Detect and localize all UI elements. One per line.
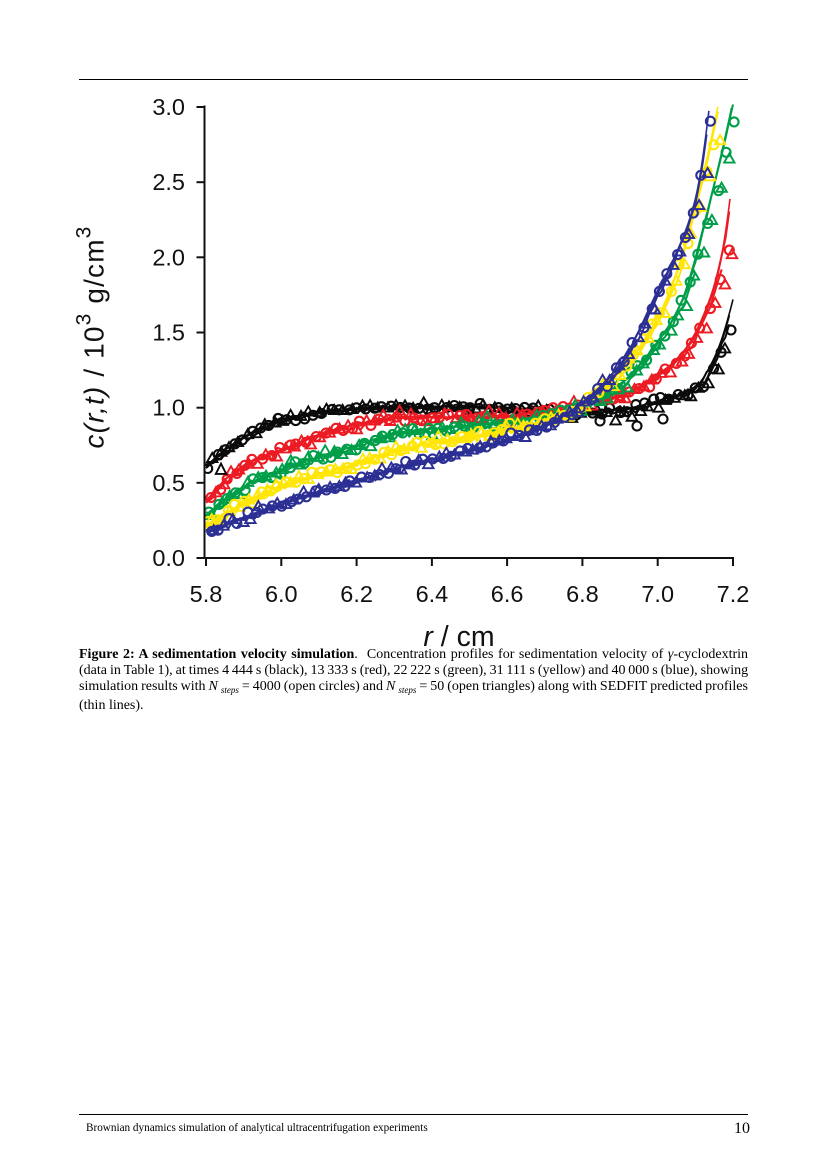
svg-text:0.0: 0.0: [152, 545, 185, 571]
svg-text:0.5: 0.5: [152, 470, 185, 496]
svg-text:1.5: 1.5: [152, 320, 185, 346]
svg-text:3.0: 3.0: [152, 94, 185, 120]
svg-text:7.0: 7.0: [641, 581, 674, 607]
svg-text:1.0: 1.0: [152, 395, 185, 421]
svg-text:5.8: 5.8: [190, 581, 223, 607]
svg-text:6.8: 6.8: [566, 581, 599, 607]
svg-text:7.2: 7.2: [717, 581, 750, 607]
svg-text:2.0: 2.0: [152, 244, 185, 270]
svg-text:6.2: 6.2: [340, 581, 373, 607]
svg-text:c(r,t) / 103 g/cm3: c(r,t) / 103 g/cm3: [73, 225, 110, 448]
svg-text:6.4: 6.4: [416, 581, 449, 607]
svg-text:6.6: 6.6: [491, 581, 524, 607]
svg-text:r / cm: r / cm: [423, 621, 494, 653]
svg-text:2.5: 2.5: [152, 169, 185, 195]
svg-text:6.0: 6.0: [265, 581, 298, 607]
